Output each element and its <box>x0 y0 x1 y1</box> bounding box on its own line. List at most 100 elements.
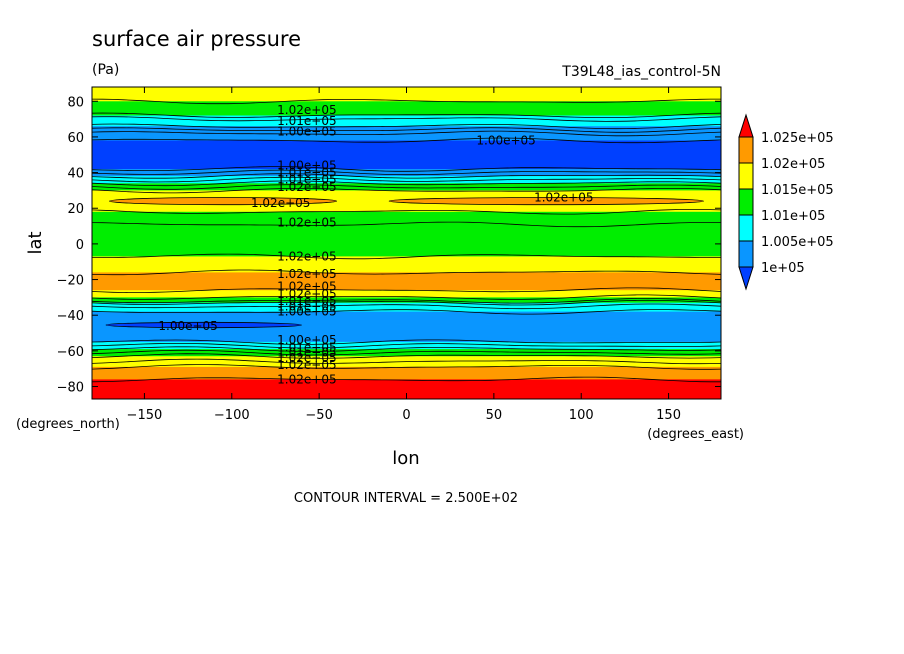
x-tick-label: 50 <box>486 408 503 423</box>
contour-line <box>92 269 721 276</box>
orange-blob <box>388 197 704 206</box>
contour-line <box>92 166 721 172</box>
filled-contour-bands <box>92 87 721 399</box>
contour-band <box>92 302 721 313</box>
contour-line <box>92 137 721 144</box>
colorbar-swatch <box>738 240 754 268</box>
orange-blob <box>109 197 337 206</box>
contour-line <box>92 349 721 356</box>
contour-band <box>92 176 721 184</box>
contour-line <box>92 176 721 183</box>
contour-label: 1.00e+05 <box>158 319 217 333</box>
colorbar-label: 1.01e+05 <box>761 209 825 224</box>
colorbar-label: 1.02e+05 <box>761 157 825 172</box>
y-tick-label: 0 <box>76 238 84 253</box>
colorbar-label: 1e+05 <box>761 261 805 276</box>
contour-band <box>92 224 721 257</box>
y-tick-label: −40 <box>57 309 84 324</box>
chart-title: surface air pressure <box>92 27 301 51</box>
colorbar-label: 1.005e+05 <box>761 235 834 250</box>
contour-line <box>92 130 721 137</box>
contour-line <box>92 123 721 130</box>
colorbar-swatch <box>738 188 754 216</box>
x-ticks: −150 −100 −50 0 50 100 150 <box>127 87 681 423</box>
contour-lines <box>92 98 721 383</box>
y-axis-label: lat <box>25 231 46 254</box>
contour-line <box>92 188 721 194</box>
contour-label: 1.02e+05 <box>251 196 310 210</box>
colorbar: 1.025e+05 1.02e+05 1.015e+05 1.01e+05 1.005e… <box>738 113 834 291</box>
y-tick-label: 20 <box>67 202 84 217</box>
x-tick-label: −100 <box>214 408 250 423</box>
contour-label: 1.02e+05 <box>534 191 593 205</box>
contour-line <box>92 184 721 190</box>
contour-line <box>92 169 721 176</box>
colorbar-swatch <box>738 214 754 242</box>
contour-line <box>92 221 721 228</box>
colorbar-swatch <box>738 136 754 164</box>
contour-band <box>92 366 721 380</box>
contour-band <box>92 297 721 304</box>
contour-label: 1.01e+05 <box>277 294 336 308</box>
contour-label: 1.01e+05 <box>277 346 336 360</box>
colorbar-label: 1.025e+05 <box>761 131 834 146</box>
contour-label: 1.01e+05 <box>277 114 336 128</box>
contour-line <box>92 303 721 310</box>
y-tick-label: 40 <box>67 167 84 182</box>
contour-label: 1.02e+05 <box>277 267 336 281</box>
contour-line <box>92 358 721 365</box>
y-tick-label: −80 <box>57 381 84 396</box>
contour-line <box>92 339 721 345</box>
contour-label: 1.02e+05 <box>277 280 336 294</box>
contour-label: 1.01e+05 <box>277 299 336 313</box>
contour-line <box>92 376 721 383</box>
contour-line <box>92 294 721 300</box>
contour-band <box>92 341 721 350</box>
contour-band <box>92 379 721 399</box>
contour-band <box>92 140 721 170</box>
contour-line <box>92 253 721 260</box>
contour-line <box>92 127 721 133</box>
contour-line <box>92 346 721 352</box>
x-tick-label: 150 <box>656 408 681 423</box>
contour-label: 1.02e+05 <box>277 351 336 365</box>
contour-line <box>92 298 721 304</box>
contour-label: 1.00e+05 <box>277 305 336 319</box>
colorbar-min-arrow <box>738 266 754 291</box>
contour-band <box>92 169 721 177</box>
contour-label: 1.02e+05 <box>277 372 336 386</box>
x-units-label: (degrees_east) <box>647 427 744 442</box>
colorbar-swatch <box>738 162 754 190</box>
contour-band <box>92 290 721 298</box>
y-tick-label: −20 <box>57 274 84 289</box>
contour-line <box>92 173 721 179</box>
contour-band <box>92 87 721 102</box>
x-axis-label: lon <box>392 448 419 469</box>
y-tick-label: 80 <box>67 95 84 110</box>
x-tick-label: −50 <box>305 408 332 423</box>
contour-band <box>92 256 721 273</box>
contour-band <box>92 101 721 117</box>
y-tick-label: −60 <box>57 345 84 360</box>
contour-line <box>92 299 721 306</box>
contour-label: 1.00e+05 <box>476 134 535 148</box>
contour-label: 1.00e+05 <box>277 333 336 347</box>
contour-label: 1.00e+05 <box>277 158 336 172</box>
low-blob <box>105 321 303 329</box>
plot-area: 1.02e+051.01e+051.00e+051.00e+051.00e+05… <box>92 87 721 399</box>
contour-label: 1.01e+05 <box>277 173 336 187</box>
contour-label: 1.01e+05 <box>277 340 336 354</box>
contour-line <box>92 287 721 294</box>
x-tick-label: 100 <box>569 408 594 423</box>
units-label: (Pa) <box>92 62 119 78</box>
colorbar-max-arrow <box>738 113 754 138</box>
x-tick-label: 0 <box>402 408 410 423</box>
contour-labels: 1.02e+051.01e+051.00e+051.00e+051.00e+05… <box>158 103 593 386</box>
contour-line <box>92 112 721 118</box>
contour-label: 1.01e+05 <box>277 166 336 180</box>
contour-line <box>92 309 721 315</box>
contour-interval-note: CONTOUR INTERVAL = 2.500E+02 <box>294 491 518 506</box>
contour-line <box>92 116 721 122</box>
contour-label: 1.00e+05 <box>277 125 336 139</box>
y-tick-label: 60 <box>67 131 84 146</box>
